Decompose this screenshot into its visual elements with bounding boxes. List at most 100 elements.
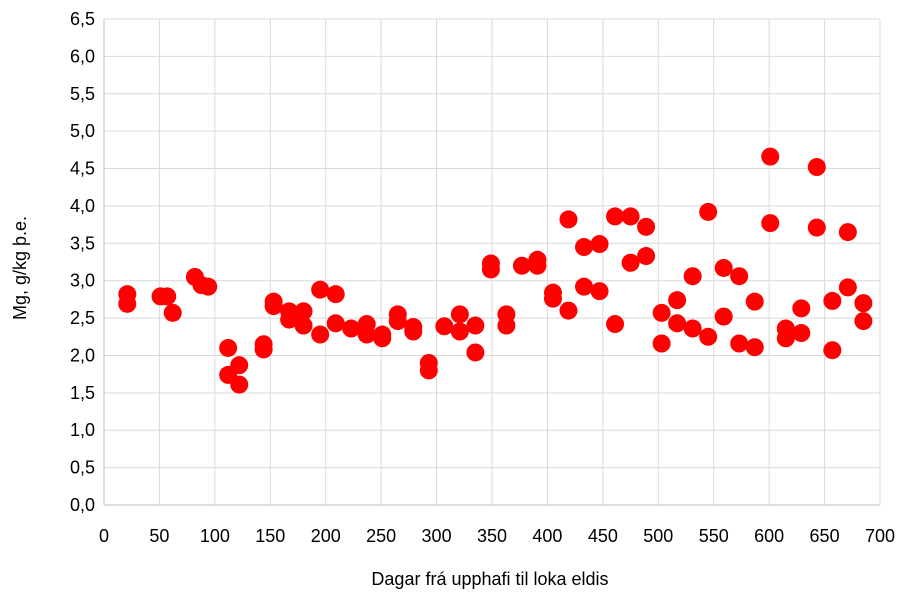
data-point bbox=[512, 256, 531, 275]
data-point bbox=[559, 210, 578, 229]
data-point bbox=[637, 217, 656, 236]
data-point bbox=[219, 338, 238, 357]
data-point bbox=[838, 278, 857, 297]
data-point bbox=[854, 312, 873, 331]
data-point bbox=[254, 340, 273, 359]
data-point bbox=[714, 258, 733, 277]
data-point bbox=[559, 301, 578, 320]
data-point bbox=[543, 289, 562, 308]
data-point bbox=[714, 307, 733, 326]
gridlines bbox=[104, 18, 881, 505]
data-point bbox=[699, 327, 718, 346]
y-tick-label: 5,5 bbox=[70, 84, 95, 104]
x-tick-label: 600 bbox=[754, 526, 784, 546]
y-axis-ticks: 0,0 0,5 1,0 1,5 2,0 2,5 3,0 3,5 4,0 4,5 5,0 5,5 6,0 6… bbox=[70, 9, 95, 515]
y-tick-label: 4,5 bbox=[70, 159, 95, 179]
data-point bbox=[466, 316, 485, 335]
data-point bbox=[823, 341, 842, 360]
data-point bbox=[668, 314, 687, 333]
data-point bbox=[838, 223, 857, 242]
x-tick-label: 200 bbox=[311, 526, 341, 546]
x-tick-label: 0 bbox=[99, 526, 109, 546]
data-point bbox=[230, 375, 249, 394]
y-tick-label: 6,5 bbox=[70, 9, 95, 29]
data-point bbox=[699, 202, 718, 221]
data-point bbox=[497, 316, 516, 335]
y-tick-label: 5,0 bbox=[70, 121, 95, 141]
y-tick-label: 3,0 bbox=[70, 271, 95, 291]
data-point bbox=[590, 282, 609, 301]
x-axis-title: Dagar frá upphafi til loka eldis bbox=[371, 569, 608, 589]
data-point bbox=[590, 235, 609, 254]
x-tick-label: 100 bbox=[200, 526, 230, 546]
data-point bbox=[761, 147, 780, 166]
data-point bbox=[854, 294, 873, 313]
y-tick-label: 3,5 bbox=[70, 233, 95, 253]
data-point bbox=[118, 294, 137, 313]
data-point bbox=[311, 280, 330, 299]
data-point bbox=[450, 305, 469, 324]
y-tick-label: 6,0 bbox=[70, 46, 95, 66]
y-tick-label: 0,0 bbox=[70, 495, 95, 515]
data-point bbox=[652, 303, 671, 322]
y-tick-label: 2,0 bbox=[70, 345, 95, 365]
data-point bbox=[776, 329, 795, 348]
data-point bbox=[528, 256, 547, 275]
x-tick-label: 150 bbox=[255, 526, 285, 546]
data-point bbox=[606, 207, 625, 226]
data-point bbox=[606, 315, 625, 334]
axes bbox=[103, 19, 880, 506]
data-point bbox=[745, 338, 764, 357]
x-tick-label: 50 bbox=[149, 526, 169, 546]
data-point bbox=[683, 319, 702, 338]
data-point bbox=[807, 158, 826, 177]
data-point bbox=[575, 238, 594, 257]
x-tick-label: 350 bbox=[477, 526, 507, 546]
y-axis-title: Mg, g/kg þ.e. bbox=[10, 216, 30, 320]
data-point bbox=[745, 292, 764, 311]
data-point bbox=[419, 361, 438, 380]
data-point bbox=[199, 277, 218, 296]
x-tick-label: 450 bbox=[588, 526, 618, 546]
data-point bbox=[294, 316, 313, 335]
data-point bbox=[823, 291, 842, 310]
x-tick-label: 650 bbox=[810, 526, 840, 546]
data-point bbox=[481, 260, 500, 279]
data-point bbox=[621, 207, 640, 226]
x-tick-label: 400 bbox=[532, 526, 562, 546]
x-axis-ticks: 0 50 100 150 200 250 300 350 400 450 500 550 600 650 7… bbox=[99, 526, 895, 546]
data-point bbox=[280, 302, 299, 321]
data-point bbox=[326, 285, 345, 304]
data-point bbox=[294, 302, 313, 321]
data-point bbox=[230, 356, 249, 375]
data-point bbox=[792, 324, 811, 343]
x-tick-label: 550 bbox=[699, 526, 729, 546]
data-point bbox=[668, 291, 687, 310]
data-points bbox=[118, 147, 873, 394]
x-tick-label: 500 bbox=[643, 526, 673, 546]
y-tick-label: 1,0 bbox=[70, 420, 95, 440]
data-point bbox=[792, 299, 811, 318]
data-point bbox=[311, 325, 330, 344]
y-tick-label: 1,5 bbox=[70, 383, 95, 403]
data-point bbox=[163, 303, 182, 322]
y-tick-label: 2,5 bbox=[70, 308, 95, 328]
data-point bbox=[466, 343, 485, 362]
data-point bbox=[373, 329, 392, 348]
data-point bbox=[575, 277, 594, 296]
data-point bbox=[388, 312, 407, 331]
data-point bbox=[637, 247, 656, 266]
data-point bbox=[621, 253, 640, 272]
y-tick-label: 4,0 bbox=[70, 196, 95, 216]
data-point bbox=[730, 334, 749, 353]
data-point bbox=[404, 322, 423, 341]
data-point bbox=[450, 322, 469, 341]
data-point bbox=[652, 334, 671, 353]
data-point bbox=[435, 317, 454, 336]
data-point bbox=[158, 287, 177, 306]
data-point bbox=[342, 319, 361, 338]
data-point bbox=[683, 267, 702, 286]
data-point bbox=[807, 218, 826, 237]
data-point bbox=[730, 267, 749, 286]
